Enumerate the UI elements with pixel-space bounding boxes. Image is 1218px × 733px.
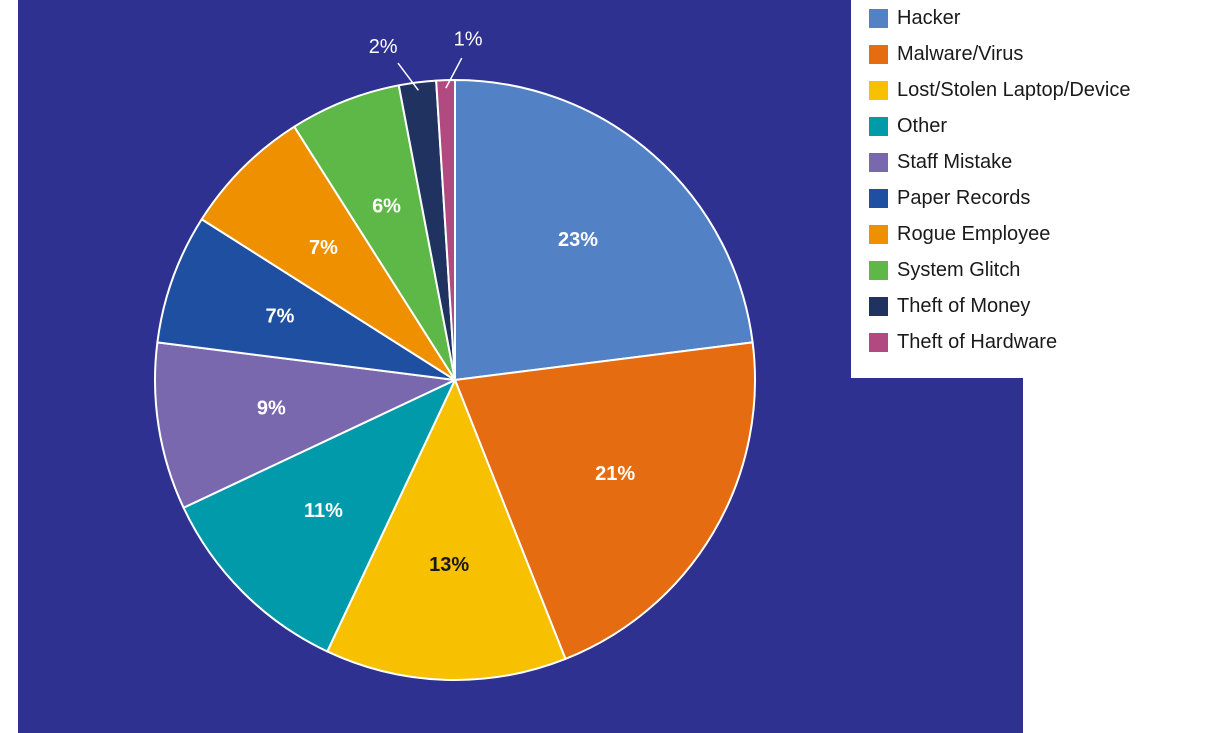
legend-label: Lost/Stolen Laptop/Device — [897, 78, 1131, 101]
legend-label: Rogue Employee — [897, 222, 1051, 245]
legend-swatch — [869, 8, 888, 28]
pie-slice-paper-records — [156, 218, 456, 381]
slice-label-staff-mistake: 9% — [257, 397, 286, 419]
legend-item-other: Other — [869, 108, 947, 144]
pie-slice-hacker — [454, 79, 754, 381]
legend-item-rogue-employee: Rogue Employee — [869, 216, 1050, 252]
pie-slice-malware-virus — [454, 341, 756, 660]
legend-swatch — [869, 44, 888, 64]
slice-label-lost-stolen-laptop-device: 13% — [429, 554, 469, 576]
slice-label-system-glitch: 6% — [372, 195, 401, 217]
pie-slice-theft-of-hardware — [435, 78, 456, 381]
legend-swatch — [869, 80, 888, 100]
legend-label: Hacker — [897, 6, 961, 29]
legend-label: Theft of Hardware — [897, 330, 1058, 353]
pie-slice-other — [182, 379, 456, 653]
legend-item-malware-virus: Malware/Virus — [869, 36, 1023, 72]
legend-item-hacker: Hacker — [869, 0, 960, 36]
pie-slice-staff-mistake — [154, 341, 456, 509]
legend-item-staff-mistake: Staff Mistake — [869, 144, 1012, 180]
legend-item-theft-of-money: Theft of Money — [869, 288, 1030, 324]
legend-item-lost-stolen-device: Lost/Stolen Laptop/Device — [869, 72, 1131, 108]
legend-swatch — [869, 224, 888, 244]
legend-label: Paper Records — [897, 186, 1031, 209]
leader-line-theft-of-hardware — [445, 57, 463, 89]
pie-slice-lost-stolen-laptop-device — [326, 379, 567, 681]
legend-swatch — [869, 260, 888, 280]
pie-slice-rogue-employee — [200, 125, 456, 381]
legend-label: Other — [897, 114, 948, 137]
slice-label-theft-of-hardware: 1% — [454, 29, 483, 51]
legend: Hacker Malware/Virus Lost/Stolen Laptop/… — [851, 0, 1218, 378]
legend-label: Theft of Money — [897, 294, 1031, 317]
slice-label-other: 11% — [304, 500, 343, 522]
slice-label-rogue-employee: 7% — [309, 237, 338, 259]
legend-swatch — [869, 296, 888, 316]
legend-label: Staff Mistake — [897, 150, 1013, 173]
slice-label-malware-virus: 21% — [595, 463, 635, 485]
slice-label-theft-of-money: 2% — [369, 36, 398, 58]
legend-label: System Glitch — [897, 258, 1021, 281]
legend-swatch — [869, 332, 888, 352]
slice-label-paper-records: 7% — [266, 305, 295, 327]
legend-label: Malware/Virus — [897, 42, 1024, 65]
leader-line-theft-of-money — [397, 62, 419, 91]
legend-item-paper-records: Paper Records — [869, 180, 1030, 216]
legend-swatch — [869, 116, 888, 136]
legend-item-system-glitch: System Glitch — [869, 252, 1020, 288]
legend-item-theft-of-hardware: Theft of Hardware — [869, 324, 1057, 360]
legend-swatch — [869, 152, 888, 172]
slice-label-hacker: 23% — [558, 229, 598, 251]
legend-swatch — [869, 188, 888, 208]
